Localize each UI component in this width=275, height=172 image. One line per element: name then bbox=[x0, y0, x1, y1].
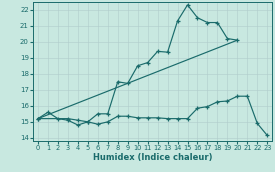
X-axis label: Humidex (Indice chaleur): Humidex (Indice chaleur) bbox=[93, 153, 212, 162]
